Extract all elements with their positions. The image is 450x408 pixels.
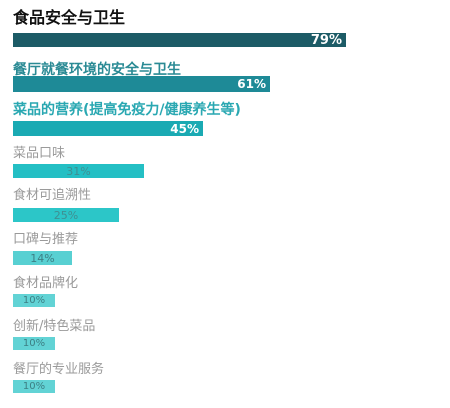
bar: 10% — [13, 337, 55, 350]
category-label: 食材可追溯性 — [13, 188, 92, 203]
bar: 45% — [13, 121, 203, 136]
value-label: 14% — [30, 251, 55, 265]
bar: 31% — [13, 164, 144, 178]
category-label: 创新/特色菜品 — [13, 319, 96, 334]
value-label: 10% — [22, 337, 46, 349]
value-label: 61% — [237, 77, 266, 91]
bar: 79% — [13, 33, 346, 47]
value-label: 31% — [66, 164, 91, 178]
category-label: 口碑与推荐 — [13, 232, 79, 247]
value-label: 25% — [53, 208, 79, 222]
bar: 14% — [13, 251, 72, 265]
category-label: 餐厅就餐环境的安全与卫生 — [13, 62, 181, 78]
value-label: 45% — [170, 121, 199, 136]
bar: 25% — [13, 208, 119, 222]
category-label: 食材品牌化 — [13, 276, 79, 291]
bar: 10% — [13, 294, 55, 307]
bar: 61% — [13, 76, 270, 92]
category-label: 餐厅的专业服务 — [13, 362, 105, 377]
category-label: 食品安全与卫生 — [13, 8, 126, 27]
value-label: 10% — [22, 294, 46, 306]
value-label: 79% — [310, 32, 342, 48]
category-label: 菜品的营养(提高免疫力/健康养生等) — [13, 102, 241, 118]
value-label: 10% — [22, 380, 46, 392]
bar: 10% — [13, 380, 55, 393]
category-label: 菜品口味 — [13, 146, 66, 161]
